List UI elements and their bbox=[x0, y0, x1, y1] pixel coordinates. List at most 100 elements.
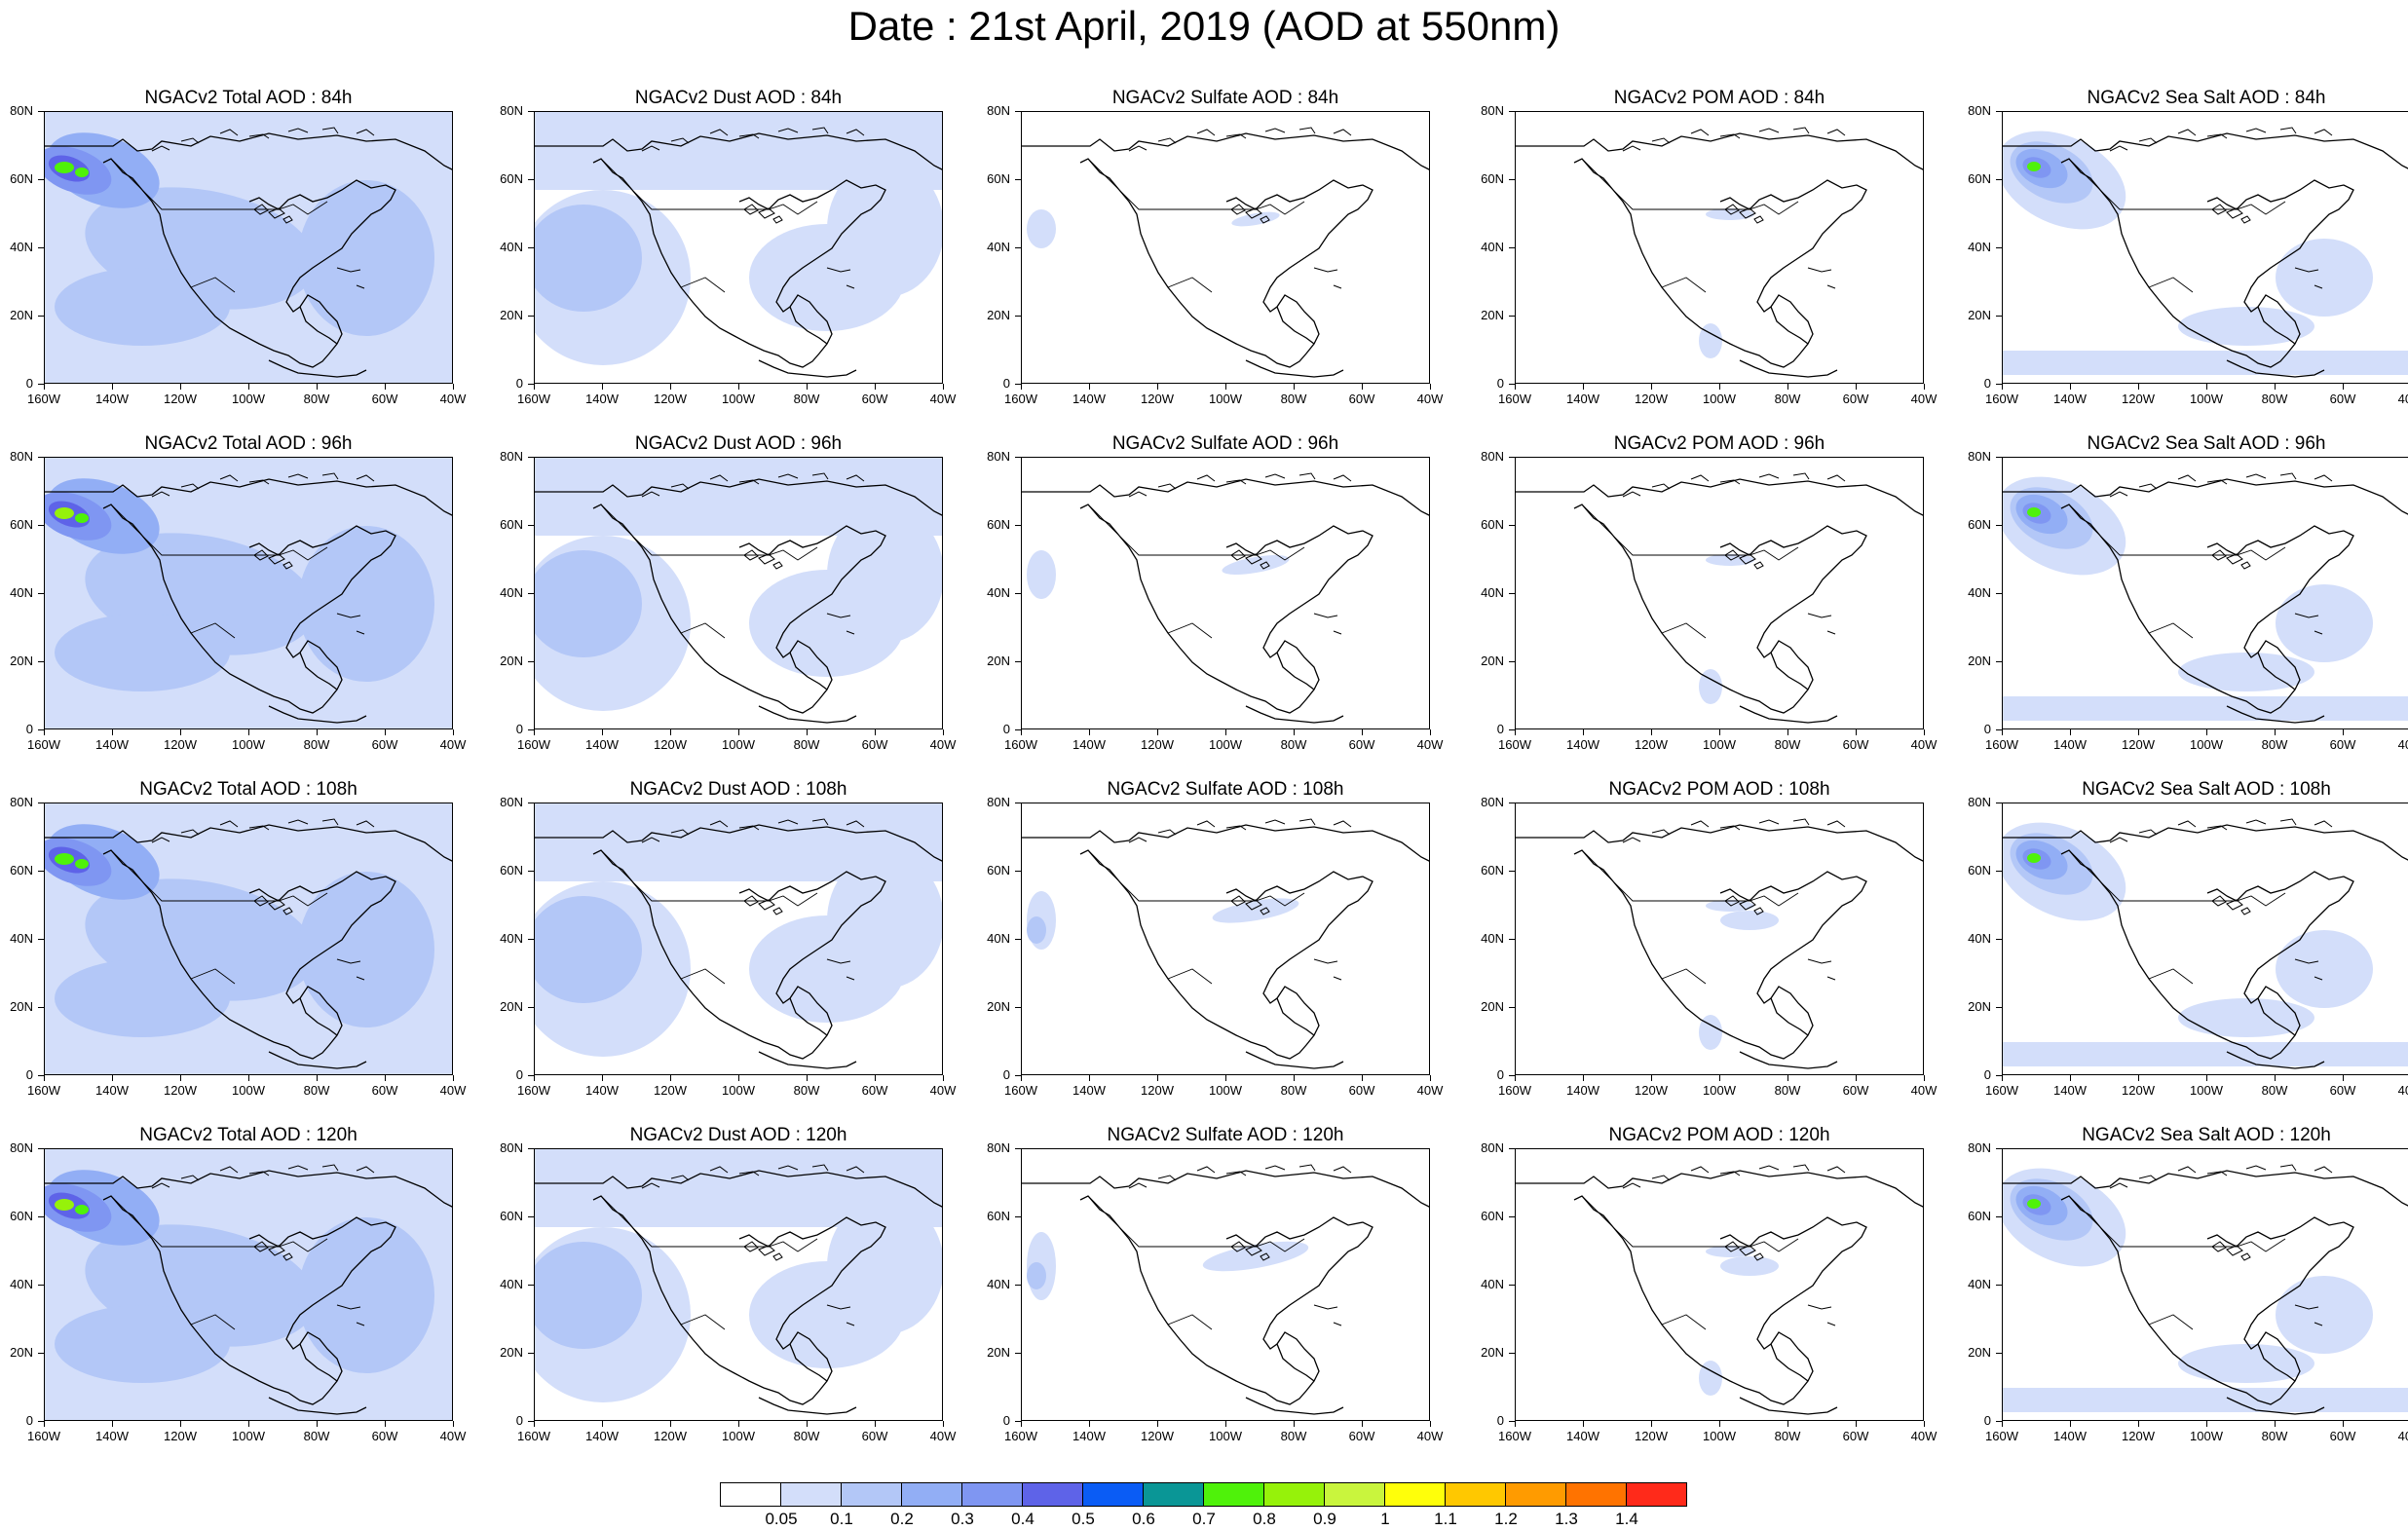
x-tick-label: 60W bbox=[1842, 1083, 1869, 1098]
y-tick-label: 0 bbox=[515, 1067, 523, 1082]
y-tick-label: 80N bbox=[987, 103, 1010, 118]
arctic-islands bbox=[1128, 472, 1352, 635]
x-tick-label: 140W bbox=[585, 1083, 619, 1098]
y-tick bbox=[528, 457, 534, 458]
arctic-islands bbox=[641, 472, 865, 635]
aod-contour bbox=[2178, 653, 2314, 691]
map-panel: NGACv2 Total AOD : 120h 80N 60N 40N 20N 0 160W… bbox=[0, 1125, 487, 1471]
x-tick-label: 80W bbox=[1774, 1083, 1801, 1098]
aod-contour bbox=[1699, 669, 1722, 704]
country-border bbox=[600, 849, 818, 985]
x-tick-label: 80W bbox=[2261, 1429, 2288, 1443]
y-tick-label: 80N bbox=[1481, 1140, 1504, 1155]
aod-field-map bbox=[535, 1149, 942, 1415]
x-tick-label: 60W bbox=[2329, 737, 2356, 752]
x-tick bbox=[875, 1075, 876, 1081]
x-tick-label: 40W bbox=[1416, 392, 1444, 406]
x-tick-label: 100W bbox=[1209, 1083, 1242, 1098]
y-tick bbox=[528, 1421, 534, 1422]
y-tick bbox=[38, 1148, 44, 1149]
y-tick bbox=[528, 111, 534, 112]
x-tick-label: 60W bbox=[1348, 737, 1375, 752]
x-tick bbox=[2138, 1075, 2139, 1081]
colorbar-swatch bbox=[1263, 1482, 1325, 1507]
y-tick-label: 80N bbox=[500, 1140, 523, 1155]
x-tick bbox=[248, 729, 249, 735]
y-tick bbox=[1509, 525, 1515, 526]
y-tick-label: 60N bbox=[1968, 1209, 1991, 1223]
y-tick bbox=[38, 1285, 44, 1286]
aod-contour bbox=[827, 506, 942, 643]
y-tick-label: 60N bbox=[1968, 517, 1991, 532]
panel-title: NGACv2 POM AOD : 120h bbox=[1608, 1125, 1830, 1145]
y-tick-label: 0 bbox=[515, 722, 523, 736]
aod-contour bbox=[1231, 211, 1280, 227]
panel-title: NGACv2 Sea Salt AOD : 84h bbox=[2087, 88, 2326, 108]
arctic-islands bbox=[1622, 127, 1846, 289]
x-tick bbox=[670, 384, 671, 390]
x-tick-label: 140W bbox=[1566, 737, 1599, 752]
aod-contour bbox=[55, 853, 74, 865]
y-tick bbox=[1509, 457, 1515, 458]
y-tick-label: 20N bbox=[987, 999, 1010, 1014]
arctic-islands bbox=[641, 127, 865, 289]
map-plot-area bbox=[1515, 803, 1924, 1075]
map-panel: NGACv2 POM AOD : 96h 80N 60N 40N 20N 0 160W 140… bbox=[1471, 433, 1958, 779]
y-tick-label: 40N bbox=[987, 931, 1010, 946]
x-tick bbox=[1515, 384, 1516, 390]
colorbar-label: 0.8 bbox=[1253, 1510, 1276, 1528]
x-tick bbox=[1924, 729, 1925, 735]
x-tick-label: 140W bbox=[1072, 392, 1106, 406]
y-tick-label: 40N bbox=[1968, 240, 1991, 254]
y-tick-label: 60N bbox=[987, 171, 1010, 186]
map-panel: NGACv2 Sulfate AOD : 84h 80N 60N 40N 20N 0 160… bbox=[977, 88, 1464, 433]
y-tick-label: 20N bbox=[10, 308, 33, 322]
x-tick-label: 60W bbox=[1348, 392, 1375, 406]
aod-contour bbox=[298, 180, 434, 336]
country-border bbox=[1087, 849, 1305, 985]
x-tick-label: 120W bbox=[1141, 1429, 1174, 1443]
aod-field-map bbox=[1516, 1164, 1923, 1415]
aod-contour bbox=[535, 205, 642, 312]
y-tick-label: 60N bbox=[1481, 863, 1504, 878]
x-tick bbox=[602, 729, 603, 735]
y-tick bbox=[38, 1353, 44, 1354]
y-tick-label: 0 bbox=[25, 722, 33, 736]
x-tick bbox=[807, 1075, 808, 1081]
aod-contour bbox=[2027, 853, 2041, 863]
x-tick-label: 100W bbox=[1209, 737, 1242, 752]
x-tick-label: 140W bbox=[585, 737, 619, 752]
y-tick bbox=[1015, 111, 1021, 112]
y-tick bbox=[38, 457, 44, 458]
country-border bbox=[1581, 504, 1799, 639]
x-tick-label: 160W bbox=[517, 1083, 550, 1098]
aod-contour bbox=[535, 550, 642, 657]
aod-contour bbox=[2178, 307, 2314, 346]
x-tick bbox=[1787, 384, 1788, 390]
map-panel: NGACv2 Sulfate AOD : 120h 80N 60N 40N 20N 0 16… bbox=[977, 1125, 1464, 1471]
y-tick-label: 20N bbox=[987, 653, 1010, 668]
y-tick bbox=[1509, 1285, 1515, 1286]
x-tick-label: 40W bbox=[439, 1429, 467, 1443]
colorbar-swatch bbox=[1022, 1482, 1083, 1507]
aod-contour bbox=[1027, 209, 1056, 248]
x-tick-label: 120W bbox=[654, 1429, 687, 1443]
x-tick bbox=[1924, 1075, 1925, 1081]
x-tick bbox=[1856, 1075, 1857, 1081]
y-tick-label: 40N bbox=[987, 585, 1010, 600]
map-panel: NGACv2 POM AOD : 120h 80N 60N 40N 20N 0 160W 14… bbox=[1471, 1125, 1958, 1471]
colorbar-swatch bbox=[1143, 1482, 1204, 1507]
aod-contour bbox=[298, 1217, 434, 1373]
colorbar-label: 1.2 bbox=[1494, 1510, 1518, 1528]
colorbar-swatch bbox=[961, 1482, 1023, 1507]
arctic-islands bbox=[2109, 818, 2333, 981]
y-tick bbox=[528, 247, 534, 248]
x-tick-label: 140W bbox=[2053, 1083, 2087, 1098]
x-tick bbox=[180, 729, 181, 735]
y-tick-label: 60N bbox=[987, 517, 1010, 532]
x-tick bbox=[1362, 1075, 1363, 1081]
x-tick bbox=[1787, 729, 1788, 735]
y-tick bbox=[1015, 871, 1021, 872]
x-tick-label: 120W bbox=[164, 1083, 197, 1098]
coastline bbox=[1516, 132, 1923, 378]
